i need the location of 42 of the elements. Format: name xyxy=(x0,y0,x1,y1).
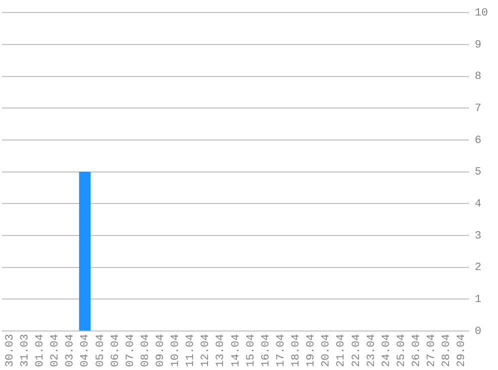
x-tick-label: 27.04 xyxy=(426,334,438,368)
x-tick-label: 30.03 xyxy=(4,334,16,368)
y-tick-label: 7 xyxy=(474,103,482,116)
y-tick-label: 9 xyxy=(474,39,482,52)
x-tick-label: 25.04 xyxy=(396,334,408,368)
y-tick-label: 1 xyxy=(474,294,482,306)
x-tick-label: 28.04 xyxy=(441,334,454,368)
x-tick-label: 24.04 xyxy=(380,334,393,368)
x-tick-label: 15.04 xyxy=(245,334,258,368)
y-tick-label: 2 xyxy=(474,262,482,274)
x-tick-label: 11.04 xyxy=(185,334,198,368)
x-tick-label: 26.04 xyxy=(411,334,423,368)
x-tick-label: 05.04 xyxy=(94,334,107,368)
x-tick-label: 20.04 xyxy=(320,334,333,368)
x-tick-label: 19.04 xyxy=(306,334,318,368)
y-tick-label: 5 xyxy=(474,166,482,179)
y-tick-label: 8 xyxy=(474,71,482,84)
x-tick-label: 17.04 xyxy=(275,334,288,368)
x-tick-label: 29.04 xyxy=(456,334,468,368)
x-tick-label: 31.03 xyxy=(19,334,32,368)
x-tick-label: 07.04 xyxy=(124,334,137,368)
x-tick-label: 21.04 xyxy=(336,334,348,368)
x-tick-label: 06.04 xyxy=(110,334,122,368)
y-tick-label: 3 xyxy=(474,230,482,242)
x-tick-label: 04.04 xyxy=(80,334,92,368)
x-tick-label: 14.04 xyxy=(230,334,242,368)
x-tick-label: 18.04 xyxy=(290,334,303,368)
x-tick-label: 12.04 xyxy=(200,334,212,368)
x-tick-label: 10.04 xyxy=(170,334,182,368)
x-tick-label: 09.04 xyxy=(155,334,168,368)
x-tick-label: 02.04 xyxy=(50,334,62,368)
x-tick-label: 01.04 xyxy=(34,334,47,368)
y-tick-label: 4 xyxy=(474,198,482,211)
y-tick-label: 0 xyxy=(474,326,482,338)
x-tick-label: 16.04 xyxy=(260,334,272,368)
y-tick-label: 6 xyxy=(474,134,482,147)
x-tick-label: 03.04 xyxy=(64,334,77,368)
x-tick-label: 13.04 xyxy=(215,334,228,368)
x-tick-label: 22.04 xyxy=(350,334,363,368)
x-tick-label: 23.04 xyxy=(366,334,378,368)
x-tick-label: 08.04 xyxy=(140,334,152,368)
y-tick-label: 10 xyxy=(474,8,488,20)
